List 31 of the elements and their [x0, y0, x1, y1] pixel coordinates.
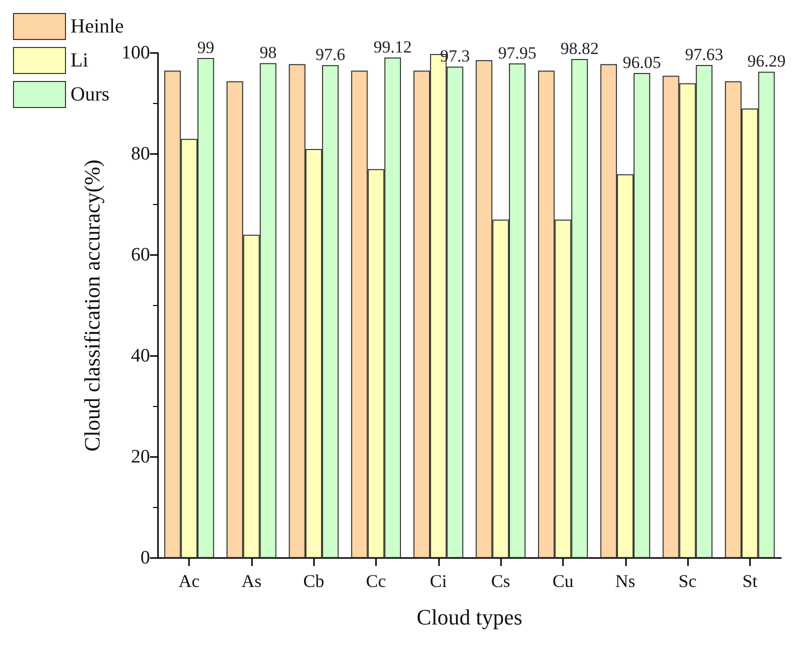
data-label: 97.63 — [685, 44, 724, 64]
data-label: 99 — [197, 38, 214, 58]
legend-label: Li — [70, 50, 89, 72]
data-label: 97.95 — [498, 43, 536, 62]
data-label: 96.05 — [622, 52, 661, 72]
y-tick-label: 20 — [131, 446, 150, 468]
y-tick-label: 80 — [131, 144, 150, 164]
y-tick-label: 60 — [131, 244, 150, 266]
x-tick-label: Ac — [178, 571, 200, 591]
legend-label: Heinle — [70, 16, 124, 38]
data-label: 99.12 — [374, 37, 412, 56]
x-tick-label: As — [241, 571, 262, 591]
x-tick-label: St — [742, 571, 758, 591]
x-tick-label: Cb — [303, 571, 324, 591]
data-label: 98 — [260, 43, 277, 62]
x-tick-label: Ci — [430, 571, 447, 591]
x-tick-label: Cc — [366, 571, 386, 591]
y-axis-title: Cloud classification accuracy(%) — [80, 160, 104, 452]
x-tick-label: Cs — [491, 571, 510, 591]
y-tick-label: 40 — [131, 346, 150, 366]
legend-label: Ours — [70, 84, 110, 106]
data-label: 97.6 — [315, 45, 346, 64]
y-tick-label: 0 — [140, 548, 150, 568]
x-tick-label: Cu — [552, 571, 574, 591]
data-label: 98.82 — [560, 38, 599, 58]
x-tick-label: Ns — [615, 571, 636, 591]
data-label: 96.29 — [747, 52, 786, 71]
x-tick-label: Sc — [678, 571, 697, 591]
y-tick-label: 100 — [122, 42, 150, 64]
x-axis-title: Cloud types — [416, 604, 522, 630]
data-label: 97.3 — [440, 46, 470, 66]
